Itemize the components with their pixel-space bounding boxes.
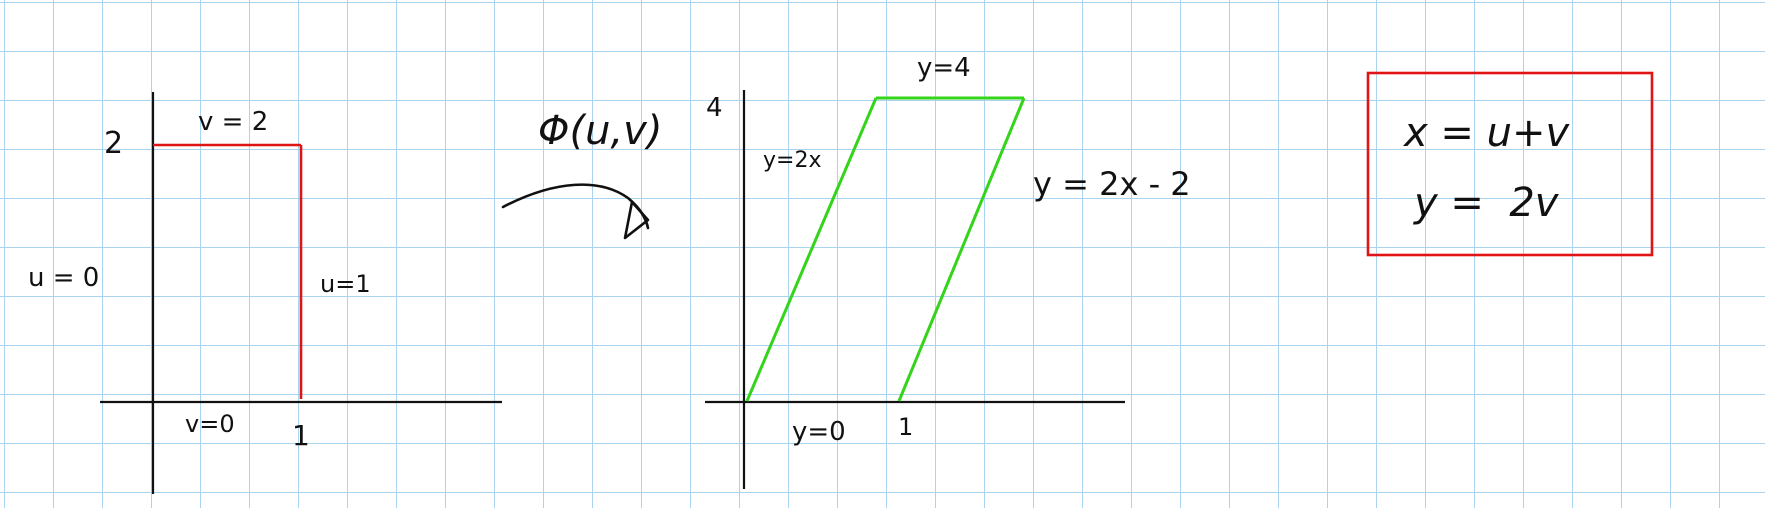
equation-y: y = 2v	[1413, 180, 1560, 226]
bottom-edge-label: v=0	[185, 410, 235, 438]
parallelogram-right-edge	[897, 97, 1026, 402]
right-edge-label: y = 2x - 2	[1033, 165, 1191, 203]
x-tick-label: 1	[898, 413, 913, 441]
y-tick-label: 4	[706, 93, 723, 123]
left-edge-label: u = 0	[28, 263, 99, 293]
bottom-edge-label: y=0	[792, 417, 846, 447]
phi-map-label: Φ(u,v)	[538, 108, 662, 154]
arrow-curve	[501, 183, 650, 230]
xy-image-plot: 4 1 y=4 y=2x y = 2x - 2 y=0	[705, 53, 1191, 489]
uv-domain-plot: 2 1 v = 2 v=0 u = 0 u=1	[28, 92, 502, 494]
equation-x: x = u+v	[1402, 110, 1570, 156]
right-edge-label: u=1	[320, 270, 371, 298]
top-edge-label: v = 2	[198, 107, 268, 137]
left-edge-label: y=2x	[763, 148, 821, 173]
top-edge-label: y=4	[917, 53, 971, 83]
u-tick-label: 1	[292, 419, 310, 452]
parallelogram-left-edge	[745, 97, 878, 402]
equation-box	[1366, 71, 1654, 257]
transformation-equations: x = u+v y = 2v	[1366, 71, 1654, 257]
mapping-arrow: Φ(u,v)	[501, 108, 662, 240]
v-tick-label: 2	[104, 126, 123, 161]
arrow-head	[623, 200, 650, 240]
